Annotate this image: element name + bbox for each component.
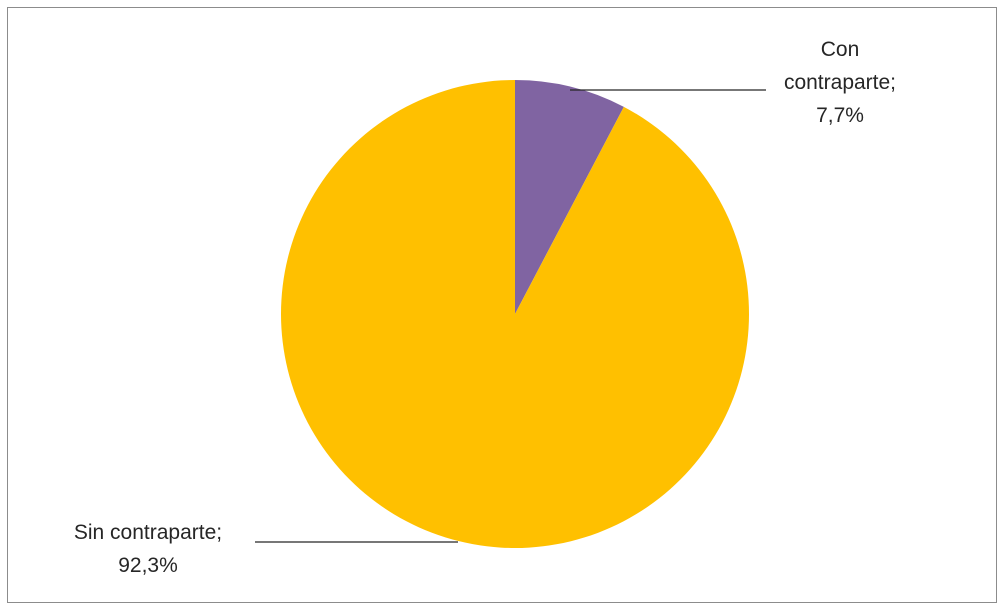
data-label: 92,3% [118,554,178,577]
data-label: Sin contraparte; [74,521,222,544]
slice-labels: Con contraparte; 7,7% Sin contraparte; 92,3% [74,38,896,577]
pie-slice-sin-contraparte [280,80,749,548]
leader-lines [255,89,766,543]
data-label: contraparte; [784,71,896,94]
data-label: Con [821,38,860,61]
pie-slice-con-contraparte [515,80,624,314]
data-label: 7,7% [816,104,864,127]
pie-slices [280,80,749,548]
